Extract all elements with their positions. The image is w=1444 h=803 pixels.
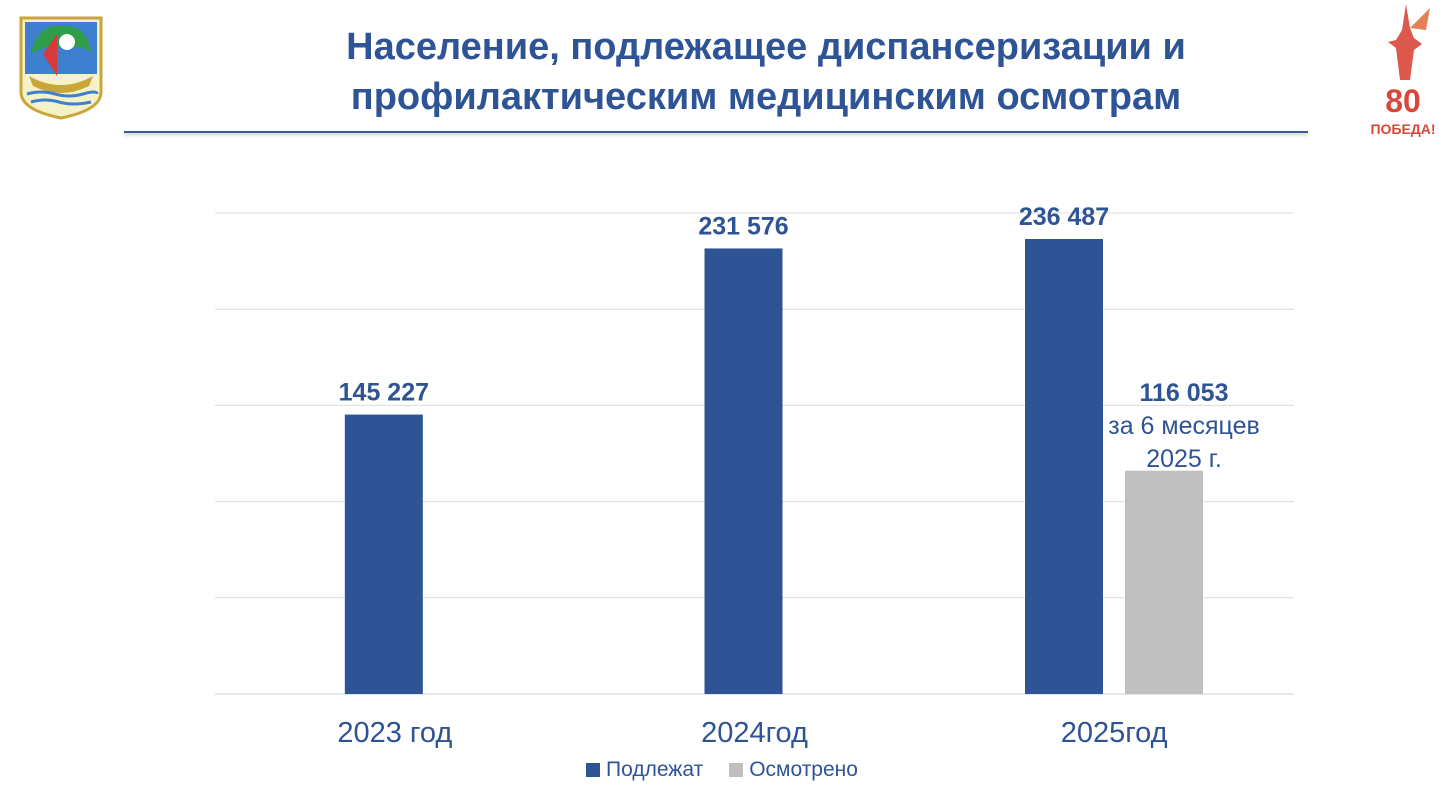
- victory-80-logo: 80 ПОБЕДА!: [1366, 0, 1440, 140]
- page-title: Население, подлежащее диспансеризации и …: [150, 22, 1382, 122]
- data-label: 116 053: [1140, 379, 1229, 407]
- annotation-line-1: за 6 месяцев: [1108, 412, 1260, 440]
- title-divider: [124, 131, 1308, 133]
- annotation-line-2: 2025 г.: [1146, 445, 1222, 473]
- victory-80-number: 80: [1385, 83, 1421, 119]
- legend-label-osmotreno: Осмотрено: [749, 758, 858, 781]
- legend-label-podlezhat: Подлежат: [606, 758, 704, 781]
- legend-swatch-osmotreno: [729, 763, 744, 777]
- data-label: 236 487: [1019, 203, 1109, 231]
- x-tick-label: 2024год: [701, 717, 808, 749]
- legend-item-osmotreno: Осмотрено: [729, 758, 858, 782]
- x-tick-label: 2025год: [1061, 717, 1168, 749]
- title-line-2: профилактическим медицинским осмотрам: [350, 76, 1182, 118]
- victory-80-icon: 80 ПОБЕДА!: [1370, 4, 1436, 137]
- victory-80-caption: ПОБЕДА!: [1370, 121, 1435, 137]
- bar-Подлежат-2024год: [704, 248, 783, 695]
- x-tick-label: 2023 год: [337, 717, 452, 749]
- data-label: 231 576: [698, 212, 788, 240]
- bar-Подлежат-2023 год: [344, 414, 423, 694]
- data-label: 145 227: [339, 379, 429, 407]
- bar-Подлежат-2025год: [1025, 238, 1103, 694]
- title-line-1: Население, подлежащее диспансеризации и: [346, 26, 1186, 68]
- legend-swatch-podlezhat: [586, 763, 601, 777]
- legend-item-podlezhat: Подлежат: [586, 758, 703, 782]
- bar-Осмотрено-2025год: [1125, 470, 1203, 694]
- chart-legend: Подлежат Осмотрено: [0, 758, 1444, 782]
- coat-of-arms-icon: [19, 16, 103, 120]
